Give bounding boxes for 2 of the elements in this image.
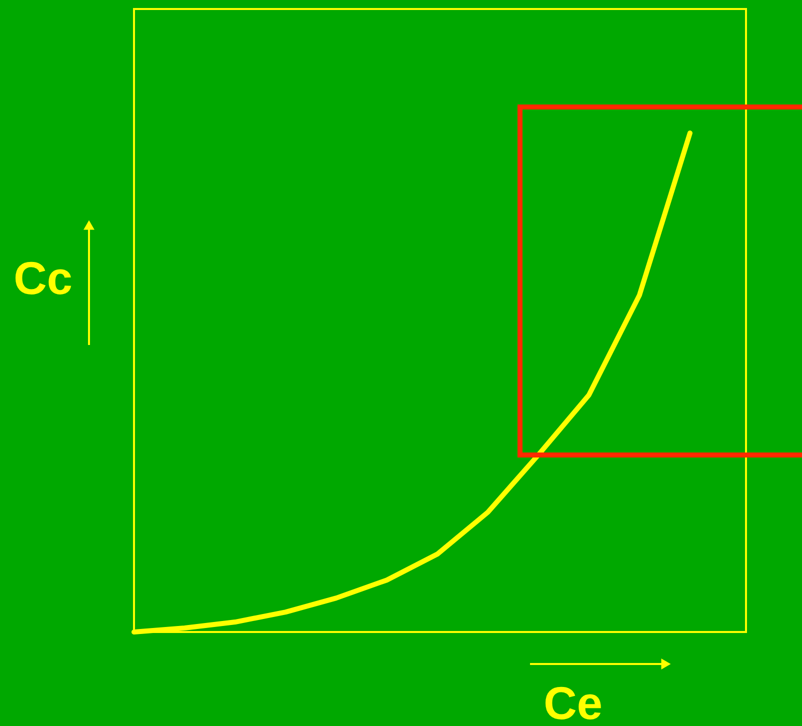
x-axis-title: Ce <box>544 677 602 726</box>
y-axis-title: Cc <box>14 252 72 304</box>
